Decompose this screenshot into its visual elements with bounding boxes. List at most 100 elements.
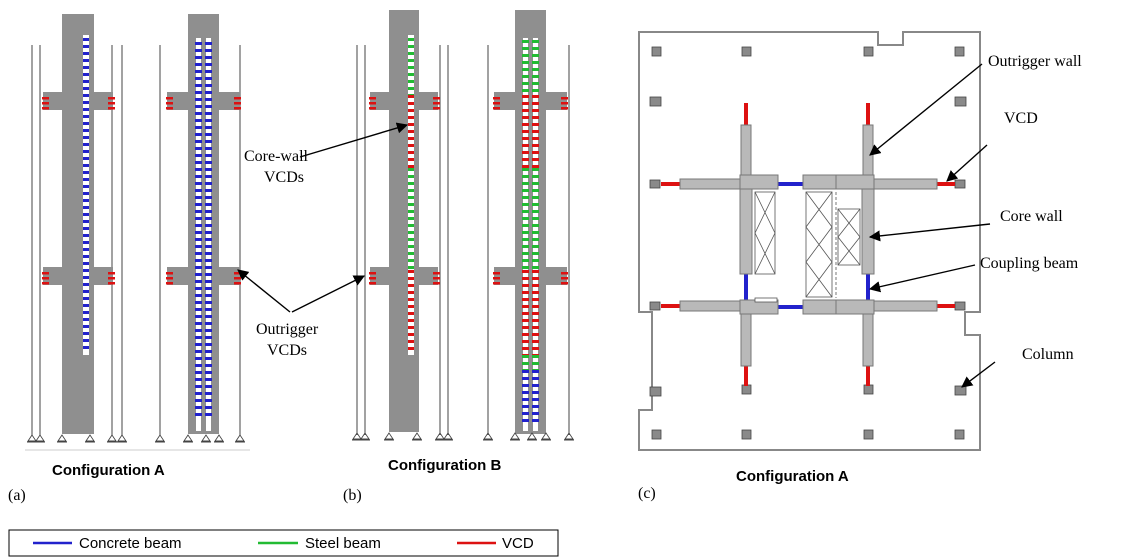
beam-segment (205, 133, 212, 136)
beam-segment (205, 350, 212, 353)
beam-segment (532, 224, 539, 227)
beam-segment (532, 144, 539, 147)
beam-segment (532, 189, 539, 192)
core-wall (861, 188, 875, 275)
beam-stack (408, 168, 414, 269)
vcd-damper (493, 102, 500, 105)
legend-label-concrete: Concrete beam (79, 535, 182, 552)
pin-support (35, 434, 45, 443)
beam-segment (532, 305, 539, 308)
beam-stack (408, 270, 414, 350)
beam-segment (408, 210, 414, 213)
pin-support (564, 432, 574, 441)
beam-stack (83, 38, 89, 349)
beam-segment (205, 70, 212, 73)
pin-support (235, 434, 245, 443)
beam-segment (195, 203, 202, 206)
beam-segment (532, 158, 539, 161)
beam-segment (522, 196, 529, 199)
beam-segment (408, 270, 414, 273)
beam-segment (532, 412, 539, 415)
beam-segment (408, 189, 414, 192)
vcd-damper (369, 107, 376, 110)
beam-segment (205, 224, 212, 227)
vcd-damper (493, 107, 500, 110)
beam-segment (522, 210, 529, 213)
beam-segment (83, 150, 89, 153)
beam-segment (532, 391, 539, 394)
vcd-damper (234, 282, 241, 285)
outrigger-vcds-label: VCDs (267, 342, 307, 359)
beam-segment (205, 105, 212, 108)
column (651, 429, 662, 440)
beam-segment (195, 280, 202, 283)
beam-segment (83, 206, 89, 209)
vcd-damper (493, 282, 500, 285)
beam-segment (532, 252, 539, 255)
pin-support (214, 434, 224, 443)
vcd-damper (561, 272, 568, 275)
beam-segment (195, 301, 202, 304)
pin-support (527, 432, 537, 441)
beam-segment (408, 95, 414, 98)
core-wall-vcds-label: VCDs (264, 169, 304, 186)
beam-segment (522, 203, 529, 206)
beam-segment (195, 231, 202, 234)
beam-segment (205, 364, 212, 367)
panel-c-caption: Configuration A (736, 468, 849, 485)
column (954, 46, 965, 57)
pin-support (541, 432, 551, 441)
beam-segment (205, 84, 212, 87)
beam-segment (532, 75, 539, 78)
core-opening (196, 38, 201, 431)
beam-segment (408, 73, 414, 76)
beam-segment (408, 158, 414, 161)
pin-support (107, 434, 117, 443)
outrigger-wall-label: Outrigger wall (988, 53, 1082, 70)
beam-segment (205, 182, 212, 185)
core-wall (802, 174, 837, 190)
beam-segment (83, 262, 89, 265)
panel-a: Configuration A (a) (8, 14, 250, 504)
beam-stack (195, 42, 202, 416)
beam-segment (408, 326, 414, 329)
beam-segment (195, 49, 202, 52)
beam-segment (408, 80, 414, 83)
vcd-damper (433, 102, 440, 105)
column-label: Column (1022, 346, 1074, 363)
beam-segment (83, 45, 89, 48)
beam-segment (83, 80, 89, 83)
beam-segment (195, 259, 202, 262)
beam-segment (195, 77, 202, 80)
beam-segment (195, 217, 202, 220)
outrigger-upper (219, 92, 240, 110)
outrigger-upper (494, 92, 515, 110)
stair-shaft (837, 208, 861, 266)
coupling-beam-label: Coupling beam (980, 255, 1079, 272)
beam-segment (522, 168, 529, 171)
beam-segment (408, 123, 414, 126)
beam-segment (522, 377, 529, 380)
vcd-group (433, 97, 440, 110)
beam-segment (408, 102, 414, 105)
vcd-damper (561, 282, 568, 285)
beam-segment (195, 105, 202, 108)
beam-segment (205, 231, 212, 234)
beam-segment (532, 217, 539, 220)
beam-segment (205, 294, 212, 297)
outrigger-wall (862, 124, 874, 180)
outrigger-wall (740, 124, 752, 180)
pin-support (201, 434, 211, 443)
vcd-damper (234, 277, 241, 280)
beam-segment (205, 56, 212, 59)
beam-segment (522, 47, 529, 50)
beam-segment (83, 73, 89, 76)
beam-segment (83, 213, 89, 216)
beam-segment (83, 108, 89, 111)
beam-segment (522, 347, 529, 350)
beam-segment (205, 371, 212, 374)
vcd-damper (42, 272, 49, 275)
beam-segment (522, 89, 529, 92)
beam-segment (522, 333, 529, 336)
beam-segment (522, 312, 529, 315)
